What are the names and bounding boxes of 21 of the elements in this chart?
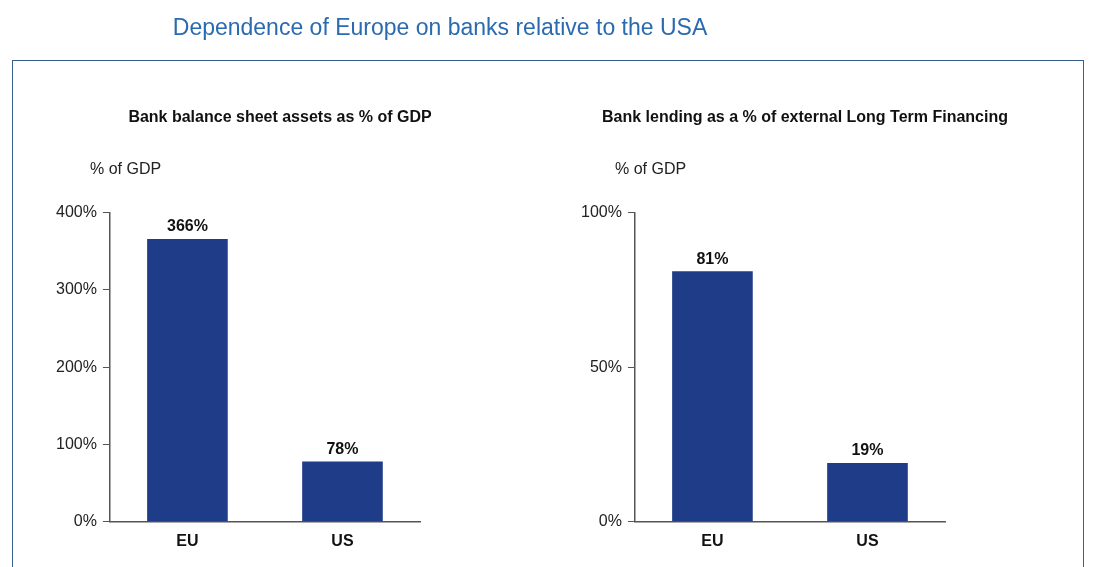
y-tick-label: 0% xyxy=(73,512,97,530)
chart-title: Dependence of Europe on banks relative to the USA xyxy=(171,14,709,41)
y-axis-title: % of GDP xyxy=(90,160,162,178)
x-tick-label: US xyxy=(331,531,354,549)
data-label: 366% xyxy=(166,217,208,235)
data-label: 81% xyxy=(696,249,729,267)
data-label: 78% xyxy=(326,439,359,457)
y-axis-title: % of GDP xyxy=(615,160,687,178)
y-tick-label: 200% xyxy=(56,357,97,375)
y-tick-label: 100% xyxy=(56,434,97,452)
x-tick-label: EU xyxy=(176,531,199,549)
y-tick-label: 50% xyxy=(589,357,622,375)
x-tick-label: EU xyxy=(701,531,724,549)
chart-subtitle: Bank lending as a % of external Long Term Financing xyxy=(601,107,1009,126)
y-tick-label: 300% xyxy=(56,280,97,298)
y-tick-label: 100% xyxy=(581,203,622,221)
chart-subtitle: Bank balance sheet assets as % of GDP xyxy=(127,107,433,126)
x-tick-label: US xyxy=(856,531,879,549)
y-tick-label: 0% xyxy=(598,512,622,530)
data-label: 19% xyxy=(851,441,884,459)
y-tick-label: 400% xyxy=(56,203,97,221)
